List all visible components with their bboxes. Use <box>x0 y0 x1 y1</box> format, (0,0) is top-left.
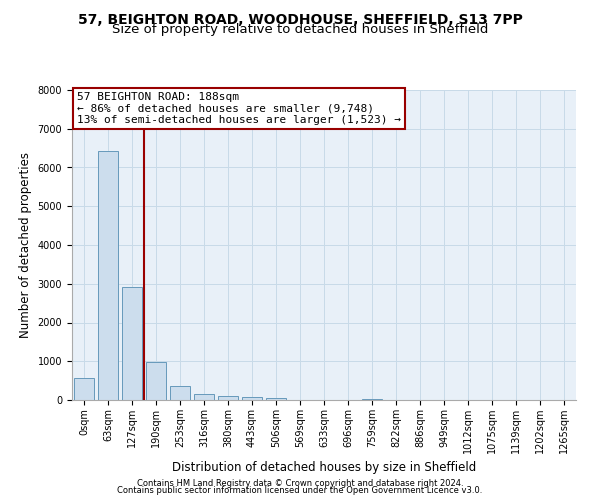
Bar <box>218 396 238 400</box>
Y-axis label: Number of detached properties: Number of detached properties <box>19 152 32 338</box>
Text: Size of property relative to detached houses in Sheffield: Size of property relative to detached ho… <box>112 22 488 36</box>
Text: 57 BEIGHTON ROAD: 188sqm
← 86% of detached houses are smaller (9,748)
13% of sem: 57 BEIGHTON ROAD: 188sqm ← 86% of detach… <box>77 92 401 124</box>
Text: 57, BEIGHTON ROAD, WOODHOUSE, SHEFFIELD, S13 7PP: 57, BEIGHTON ROAD, WOODHOUSE, SHEFFIELD,… <box>77 12 523 26</box>
Bar <box>266 398 286 400</box>
Bar <box>98 151 118 400</box>
Bar <box>362 399 382 400</box>
Bar <box>74 378 94 400</box>
Text: Contains HM Land Registry data © Crown copyright and database right 2024.: Contains HM Land Registry data © Crown c… <box>137 478 463 488</box>
Bar <box>194 394 214 400</box>
Text: Contains public sector information licensed under the Open Government Licence v3: Contains public sector information licen… <box>118 486 482 495</box>
Bar <box>242 397 262 400</box>
X-axis label: Distribution of detached houses by size in Sheffield: Distribution of detached houses by size … <box>172 462 476 474</box>
Bar <box>146 362 166 400</box>
Bar <box>122 287 142 400</box>
Bar <box>170 386 190 400</box>
